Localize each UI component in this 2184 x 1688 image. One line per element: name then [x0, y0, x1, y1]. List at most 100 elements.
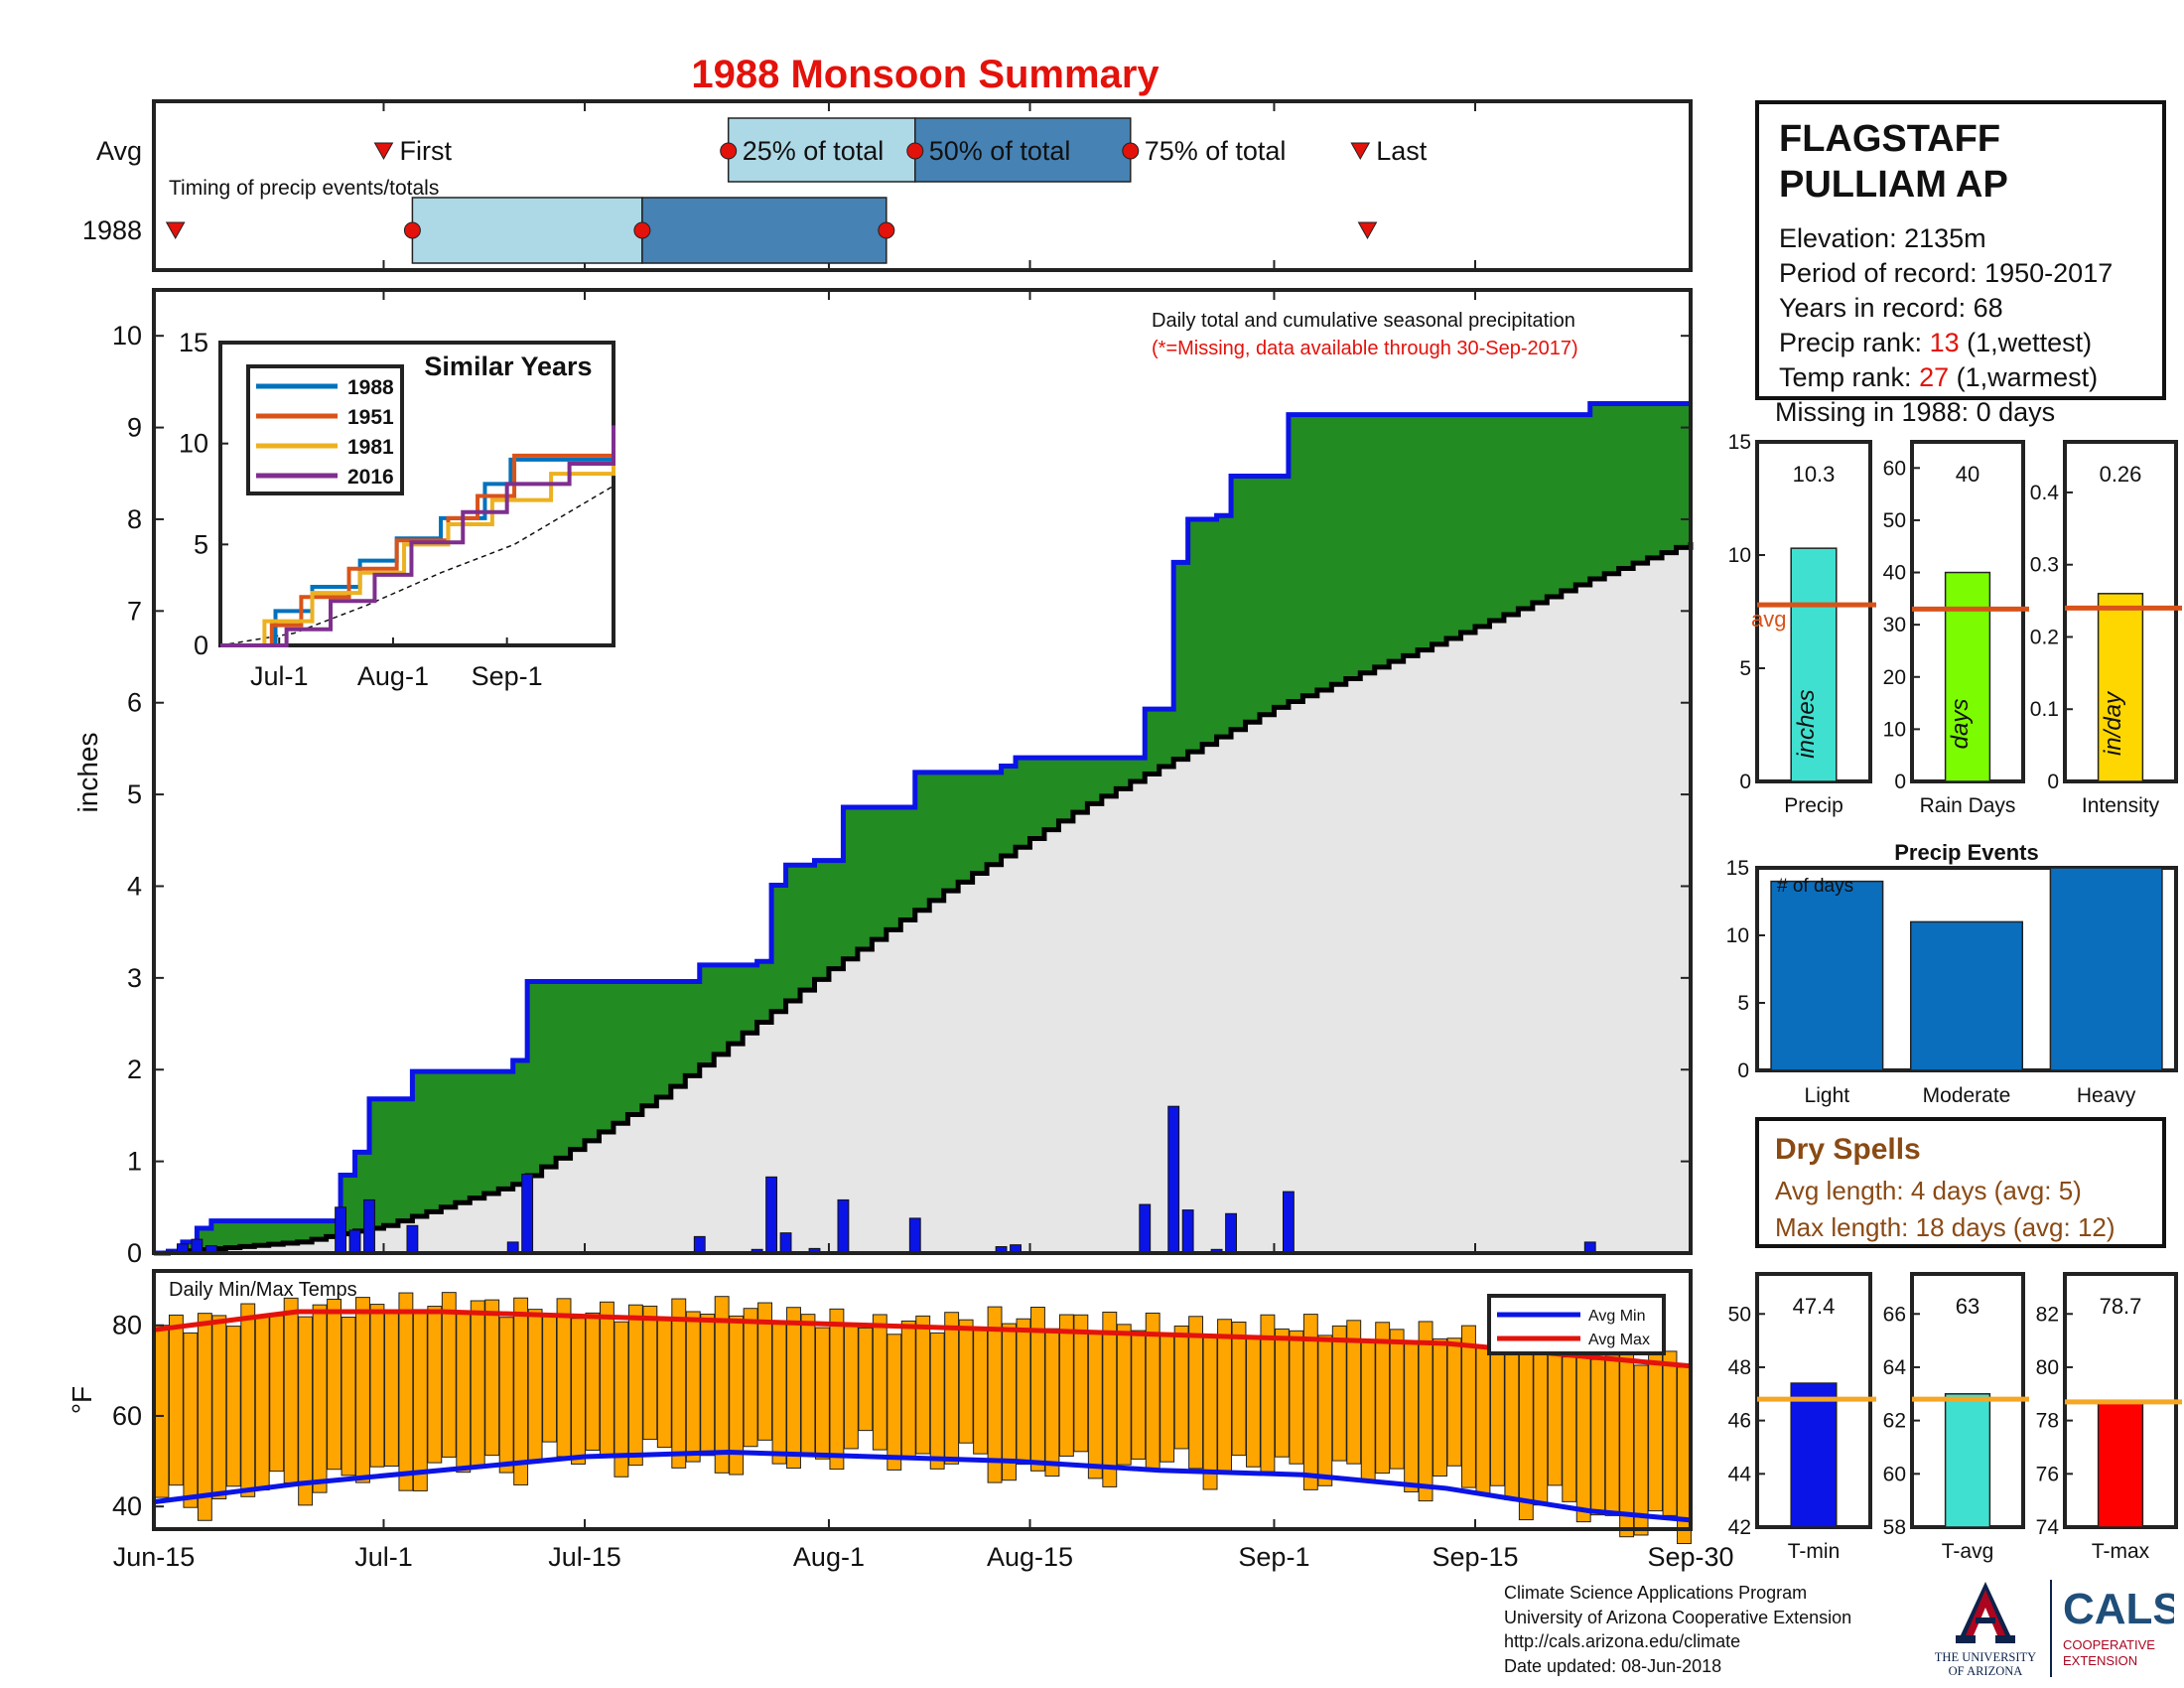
daily-temp-bar	[1418, 1321, 1433, 1502]
daily-temp-bar	[771, 1323, 787, 1465]
daily-temp-bar	[1475, 1347, 1491, 1495]
timing-avg-box-50-75	[914, 117, 1132, 183]
footer-line-url: http://cals.arizona.edu/climate	[1504, 1631, 1741, 1651]
summary-panel-value-label: 40	[1956, 462, 1979, 487]
footer-line-program: Climate Science Applications Program	[1504, 1583, 1808, 1603]
daily-temp-bar	[1504, 1335, 1520, 1500]
station-missing-days: Missing in 1988: 0 days	[1775, 397, 2056, 427]
summary-panel-value-label: 47.4	[1793, 1294, 1836, 1319]
precip-events-bar	[2049, 867, 2163, 1071]
footer-line-university: University of Arizona Cooperative Extens…	[1504, 1607, 1852, 1627]
summary-panel-title: Intensity	[2082, 794, 2160, 817]
precip-events-category-label: Light	[1805, 1084, 1850, 1107]
inset-xtick-label: Sep-1	[472, 661, 543, 691]
daily-temp-bar	[456, 1313, 472, 1474]
daily-temp-bar	[240, 1303, 256, 1497]
daily-temp-bar	[484, 1299, 500, 1457]
daily-temp-bar	[700, 1314, 716, 1457]
daily-temp-bar	[1302, 1314, 1318, 1490]
summary-panel-value-label: 78.7	[2100, 1294, 2142, 1319]
daily-temp-bar	[1231, 1322, 1247, 1457]
timing-avg-50-marker	[906, 142, 924, 160]
summary-panel-ytick-label: 0	[1894, 771, 1906, 793]
timing-label-75: 75% of total	[1145, 136, 1287, 166]
timing-note: Timing of precip events/totals	[169, 177, 439, 200]
summary-panel-bar-label: inches	[1793, 689, 1820, 758]
daily-temp-bar	[1648, 1349, 1663, 1512]
summary-panel-ytick-label: 46	[1728, 1410, 1751, 1433]
temp-panel-frame	[152, 1269, 1693, 1531]
precip-events-bar	[1770, 880, 1884, 1071]
timing-avg-box-25-50	[727, 117, 916, 183]
daily-temp-bar	[843, 1326, 859, 1450]
daily-temp-bar	[1662, 1350, 1678, 1516]
daily-temp-bar	[656, 1319, 672, 1449]
daily-temp-bar	[369, 1304, 385, 1468]
inset-legend-label: 1951	[347, 406, 394, 429]
daily-temp-bar	[1289, 1330, 1304, 1465]
summary-panel-bar-label: days	[1947, 699, 1974, 750]
daily-temp-bar	[1375, 1322, 1391, 1475]
daily-precip-bar	[335, 1206, 347, 1254]
daily-temp-bar	[154, 1325, 170, 1498]
summary-panel-ytick-label: 74	[2036, 1516, 2060, 1539]
daily-temp-bar	[1087, 1331, 1103, 1479]
daily-precip-bar	[1181, 1209, 1194, 1254]
daily-temp-bar	[1160, 1333, 1175, 1463]
summary-panel-ytick-label: 50	[1883, 509, 1906, 532]
summary-panel-ytick-label: 15	[1728, 431, 1751, 454]
precip-events-ytick-label: 5	[1737, 992, 1749, 1015]
summary-panel-value-label: 0.26	[2100, 462, 2142, 487]
footer-line-date: Date updated: 08-Jun-2018	[1504, 1655, 1722, 1676]
daily-temp-bar	[1389, 1329, 1405, 1470]
summary-panel-ytick-label: 0.4	[2030, 482, 2060, 504]
summary-panel-title: Rain Days	[1920, 794, 2016, 817]
summary-panel-ytick-label: 10	[1728, 544, 1751, 567]
daily-temp-bar	[1217, 1319, 1232, 1474]
daily-temp-bar	[441, 1292, 457, 1458]
dry-spells-max-length: Max length: 18 days (avg: 12)	[1775, 1212, 2116, 1242]
average-cumulative-line	[154, 542, 1694, 1256]
summary-panel-ytick-label: 76	[2036, 1463, 2059, 1485]
inset-series-line	[220, 459, 615, 647]
cals-logo-text: CALS	[2063, 1585, 2174, 1633]
precip-events-ylabel-note: # of days	[1777, 876, 1853, 897]
timing-avg-25-marker	[720, 142, 738, 160]
timing-year-last-marker	[1357, 221, 1378, 240]
timing-year-75-marker	[878, 221, 895, 239]
timing-row-avg-label: Avg	[96, 136, 142, 166]
daily-temp-bar	[685, 1311, 701, 1463]
daily-temp-bar	[929, 1332, 945, 1470]
university-of-arizona-logo: THE UNIVERSITY OF ARIZONA	[1935, 1582, 2036, 1678]
precip-ytick-label: 5	[127, 779, 142, 809]
timing-label-25: 25% of total	[743, 136, 885, 166]
daily-temp-bar	[1461, 1325, 1476, 1488]
daily-temp-bar	[599, 1301, 614, 1458]
summary-panel-ytick-label: 66	[1883, 1303, 1906, 1326]
daily-temp-bar	[1002, 1323, 1017, 1481]
summary-panel-title: T-avg	[1942, 1540, 1994, 1563]
avg-min-temp-line	[153, 1449, 1692, 1523]
summary-panel-ytick-label: 40	[1883, 562, 1906, 585]
daily-temp-bar	[627, 1304, 643, 1467]
inset-average-line	[219, 485, 614, 646]
daily-temp-bar	[900, 1320, 916, 1460]
timing-label-last: Last	[1376, 136, 1428, 166]
dry-spells-box: Dry Spells Avg length: 4 days (avg: 5) M…	[1755, 1117, 2166, 1248]
daily-temp-bar	[1202, 1336, 1218, 1490]
precip-ytick-label: 6	[127, 688, 142, 718]
timing-year-box-25-50	[411, 197, 643, 264]
precip-events-ytick-label: 10	[1726, 924, 1749, 947]
daily-temp-bar	[327, 1298, 341, 1471]
timing-avg-75-marker	[1122, 142, 1140, 160]
precip-ytick-label: 3	[127, 963, 142, 993]
daily-temp-bar	[412, 1309, 428, 1491]
daily-temp-bar	[1562, 1356, 1577, 1502]
daily-precip-bar	[406, 1224, 419, 1254]
summary-panel-bar	[2097, 593, 2144, 782]
precip-ytick-label: 2	[127, 1055, 142, 1084]
average-cumulative-area	[154, 542, 1691, 1253]
cumulative-surplus-area	[154, 403, 1691, 1253]
summary-panel-ytick-label: 62	[1883, 1410, 1906, 1433]
